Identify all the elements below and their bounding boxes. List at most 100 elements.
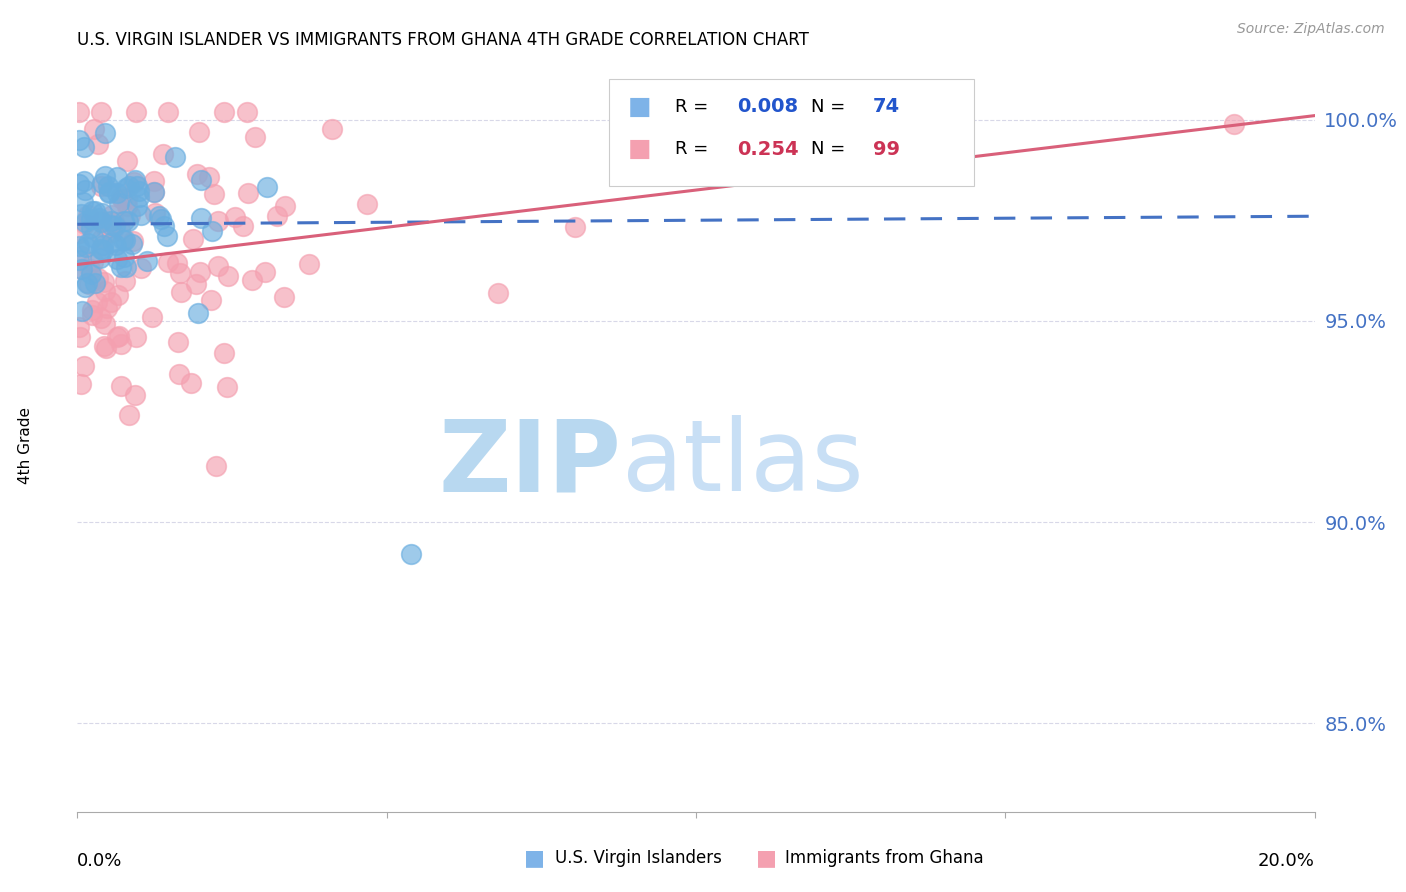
Point xyxy=(150,212,173,227)
Point xyxy=(266,209,288,223)
Point xyxy=(87,211,110,226)
Point xyxy=(110,189,132,203)
Point xyxy=(101,208,124,222)
Point xyxy=(90,213,112,227)
Point xyxy=(100,295,122,310)
Point xyxy=(190,211,212,226)
Point xyxy=(73,215,96,229)
Point xyxy=(115,154,138,169)
Point xyxy=(190,173,212,187)
Point xyxy=(82,255,104,269)
Point xyxy=(69,377,91,392)
Point xyxy=(70,262,93,277)
Point xyxy=(157,104,180,119)
Point xyxy=(142,174,165,188)
Point xyxy=(1223,117,1246,131)
Point xyxy=(118,208,141,222)
Text: Immigrants from Ghana: Immigrants from Ghana xyxy=(785,849,983,867)
Point xyxy=(114,181,136,195)
Point xyxy=(236,186,259,200)
Point xyxy=(217,268,239,283)
Point xyxy=(96,301,118,316)
Point xyxy=(72,194,94,209)
Point xyxy=(94,169,117,183)
Point xyxy=(166,335,188,350)
Point xyxy=(94,221,117,235)
Text: ■: ■ xyxy=(628,95,651,119)
Point xyxy=(564,219,586,234)
Point xyxy=(108,195,131,210)
Point xyxy=(93,275,115,289)
Point xyxy=(212,346,235,360)
Text: 0.0%: 0.0% xyxy=(77,853,122,871)
Point xyxy=(84,204,107,219)
Text: 74: 74 xyxy=(873,97,900,116)
Point xyxy=(321,121,343,136)
Point xyxy=(110,223,132,237)
Point xyxy=(76,208,98,222)
Point xyxy=(105,169,128,184)
Point xyxy=(104,238,127,252)
Point xyxy=(97,185,120,199)
Point xyxy=(114,234,136,248)
Point xyxy=(101,225,124,239)
Point xyxy=(91,237,114,252)
Point xyxy=(73,140,96,154)
Point xyxy=(90,104,112,119)
FancyBboxPatch shape xyxy=(609,78,974,186)
Point xyxy=(70,262,93,277)
Point xyxy=(125,104,148,119)
Point xyxy=(114,274,136,288)
Point xyxy=(93,284,115,298)
Point xyxy=(69,330,91,344)
Point xyxy=(204,459,226,474)
Point xyxy=(207,259,229,273)
Point xyxy=(105,252,128,266)
Point xyxy=(90,179,112,194)
Point xyxy=(212,104,235,119)
Point xyxy=(254,265,277,279)
Point xyxy=(83,122,105,136)
Point xyxy=(67,177,90,191)
Point xyxy=(356,196,378,211)
Point xyxy=(73,217,96,231)
Text: 20.0%: 20.0% xyxy=(1258,853,1315,871)
Point xyxy=(77,235,100,250)
Point xyxy=(127,179,149,194)
Point xyxy=(125,329,148,343)
Point xyxy=(166,256,188,270)
Point xyxy=(188,125,211,139)
Point xyxy=(124,172,146,186)
Point xyxy=(90,214,112,228)
Point xyxy=(232,219,254,233)
Point xyxy=(156,254,179,268)
Point xyxy=(67,253,90,268)
Point xyxy=(153,219,176,233)
Text: 0.008: 0.008 xyxy=(737,97,799,116)
Text: R =: R = xyxy=(675,140,714,158)
Point xyxy=(73,279,96,293)
Point xyxy=(97,178,120,193)
Point xyxy=(187,306,209,320)
Point xyxy=(75,240,97,254)
Point xyxy=(141,310,163,325)
Point xyxy=(401,547,423,561)
Point xyxy=(167,368,190,382)
Point xyxy=(121,236,143,251)
Point xyxy=(67,239,90,253)
Point xyxy=(82,303,104,318)
Point xyxy=(112,250,135,264)
Point xyxy=(100,218,122,232)
Point xyxy=(97,186,120,201)
Point xyxy=(67,133,90,147)
Point xyxy=(76,277,98,291)
Point xyxy=(93,339,115,353)
Point xyxy=(90,243,112,257)
Point xyxy=(110,260,132,275)
Point xyxy=(274,199,297,213)
Point xyxy=(169,266,191,280)
Text: 4th Grade: 4th Grade xyxy=(18,408,32,484)
Point xyxy=(200,293,222,308)
Point xyxy=(298,256,321,270)
Point xyxy=(122,235,145,249)
